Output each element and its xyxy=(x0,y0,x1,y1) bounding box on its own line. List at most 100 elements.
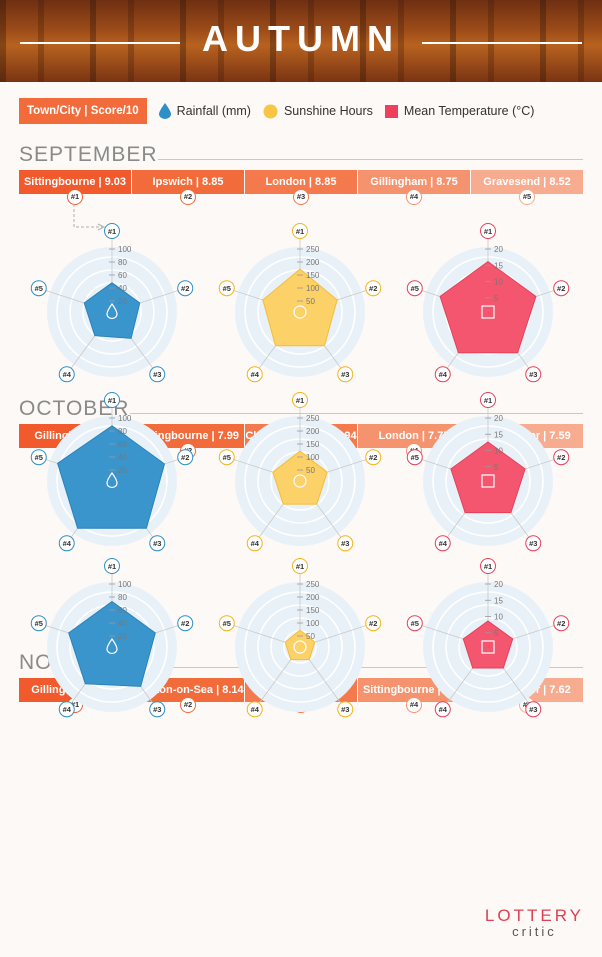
spoke-rank-badge: #3 xyxy=(149,701,166,718)
legend-label-temperature: Mean Temperature (°C) xyxy=(403,104,535,118)
spoke-rank-label: #1 xyxy=(296,227,304,236)
spoke-rank-label: #5 xyxy=(35,453,43,462)
spoke-rank-badge: #5 xyxy=(218,615,235,632)
spoke-rank-label: #2 xyxy=(369,284,377,293)
spoke-rank-badge: #4 xyxy=(246,701,263,718)
page-title: AUTUMN xyxy=(202,18,400,59)
spoke-rank-badge: #5 xyxy=(30,615,47,632)
drop-icon xyxy=(106,471,118,489)
spoke-rank-badge: #1 xyxy=(292,558,308,574)
spoke-rank-label: #4 xyxy=(439,705,448,714)
axis-tick-label: 15 xyxy=(494,430,503,439)
spoke-rank-badge: #4 xyxy=(434,535,451,552)
axis-tick-label: 20 xyxy=(494,245,503,254)
axis-tick-label: 60 xyxy=(118,440,127,449)
spoke-rank-badge: #4 xyxy=(434,366,451,383)
month-title: SEPTEMBER xyxy=(19,143,158,166)
rank-badge: #2 xyxy=(180,697,196,713)
radar-data-area xyxy=(83,282,141,339)
rank-badge: #1 xyxy=(67,189,83,205)
spoke-rank-badge: #2 xyxy=(553,615,570,632)
axis-tick-label: 100 xyxy=(118,580,132,589)
axis-tick-label: 200 xyxy=(306,593,320,602)
axis-tick-label: 50 xyxy=(306,466,315,475)
spoke-rank-badge: #3 xyxy=(337,366,354,383)
month-rule xyxy=(130,413,583,414)
drop-icon xyxy=(158,103,171,119)
spoke-rank-badge: #1 xyxy=(104,223,120,239)
hero-rule-right xyxy=(422,42,582,44)
spoke-rank-badge: #3 xyxy=(149,366,166,383)
spoke-rank-label: #4 xyxy=(63,705,72,714)
month-rule xyxy=(158,159,583,160)
spoke-rank-badge: #3 xyxy=(525,701,542,718)
spoke-rank-badge: #2 xyxy=(365,280,382,297)
square-icon xyxy=(481,305,495,319)
spoke-rank-label: #2 xyxy=(181,453,189,462)
spoke-rank-label: #3 xyxy=(341,539,349,548)
axis-tick-label: 100 xyxy=(306,453,320,462)
spoke-rank-badge: #1 xyxy=(292,223,308,239)
spoke-rank-badge: #5 xyxy=(406,280,423,297)
radar-chart: 50 100 150 200 250#1 #2 #3 #4 #5 xyxy=(218,558,382,718)
spoke-rank-label: #2 xyxy=(557,284,565,293)
axis-tick-label: 150 xyxy=(306,606,320,615)
radar-chart: 5 10 15 20#1 #2 #3 #4 #5 xyxy=(406,558,570,718)
axis-tick-label: 10 xyxy=(494,447,503,456)
spoke-rank-badge: #2 xyxy=(177,280,194,297)
spoke-rank-label: #1 xyxy=(108,562,116,571)
sun-icon xyxy=(293,474,307,488)
spoke-rank-badge: #1 xyxy=(480,223,496,239)
axis-tick-label: 10 xyxy=(494,278,503,287)
axis-tick-label: 20 xyxy=(118,466,127,475)
radar-data-area xyxy=(462,620,514,669)
spoke-rank-label: #5 xyxy=(411,619,419,628)
spoke-rank-badge: #2 xyxy=(553,280,570,297)
spoke-rank-label: #2 xyxy=(369,619,377,628)
radar-chart: 20 40 60 80 100#1 #2 #3 #4 #5 xyxy=(30,223,194,383)
spoke-rank-badge: #5 xyxy=(30,280,47,297)
axis-tick-label: 20 xyxy=(118,297,127,306)
sun-icon xyxy=(293,305,307,319)
spoke-rank-label: #5 xyxy=(35,284,43,293)
radar-data-area xyxy=(262,268,338,347)
axis-tick-label: 100 xyxy=(306,619,320,628)
spoke-rank-badge: #3 xyxy=(525,366,542,383)
spoke-rank-badge: #1 xyxy=(480,392,496,408)
spoke-rank-label: #3 xyxy=(153,539,161,548)
spoke-rank-badge: #2 xyxy=(365,615,382,632)
spoke-rank-badge: #4 xyxy=(246,366,263,383)
spoke-rank-label: #4 xyxy=(439,539,448,548)
spoke-rank-label: #3 xyxy=(529,705,537,714)
axis-tick-label: 60 xyxy=(118,606,127,615)
legend-town-score-box: Town/City | Score/10 xyxy=(19,98,147,124)
legend-label-rainfall: Rainfall (mm) xyxy=(176,104,251,118)
spoke-rank-label: #5 xyxy=(223,453,231,462)
logo-line-1: LOTTERY xyxy=(484,906,584,925)
axis-tick-label: 40 xyxy=(118,619,127,628)
radar-data-area xyxy=(68,600,156,687)
square-icon xyxy=(481,474,495,488)
spoke-rank-label: #2 xyxy=(557,619,565,628)
spoke-rank-label: #3 xyxy=(529,539,537,548)
axis-tick-label: 15 xyxy=(494,596,503,605)
spoke-rank-badge: #5 xyxy=(30,449,47,466)
axis-tick-label: 40 xyxy=(118,453,127,462)
radar-chart: 5 10 15 20#1 #2 #3 #4 #5 xyxy=(406,392,570,552)
spoke-rank-label: #1 xyxy=(484,396,492,405)
radar-data-area xyxy=(284,629,316,661)
spoke-rank-label: #5 xyxy=(411,284,419,293)
spoke-rank-badge: #4 xyxy=(246,535,263,552)
axis-tick-label: 50 xyxy=(306,632,315,641)
axis-tick-label: 100 xyxy=(118,414,132,423)
radar-chart: 5 10 15 20#1 #2 #3 #4 #5 xyxy=(406,223,570,383)
spoke-rank-label: #1 xyxy=(108,396,116,405)
spoke-rank-label: #4 xyxy=(251,370,260,379)
radar-chart: 20 40 60 80 100#1 #2 #3 #4 #5 xyxy=(30,558,194,718)
spoke-rank-label: #1 xyxy=(296,396,304,405)
spoke-rank-badge: #3 xyxy=(149,535,166,552)
spoke-rank-badge: #2 xyxy=(553,449,570,466)
legend-label-sunshine: Sunshine Hours xyxy=(283,104,373,118)
spoke-rank-label: #2 xyxy=(557,453,565,462)
axis-tick-label: 250 xyxy=(306,245,320,254)
